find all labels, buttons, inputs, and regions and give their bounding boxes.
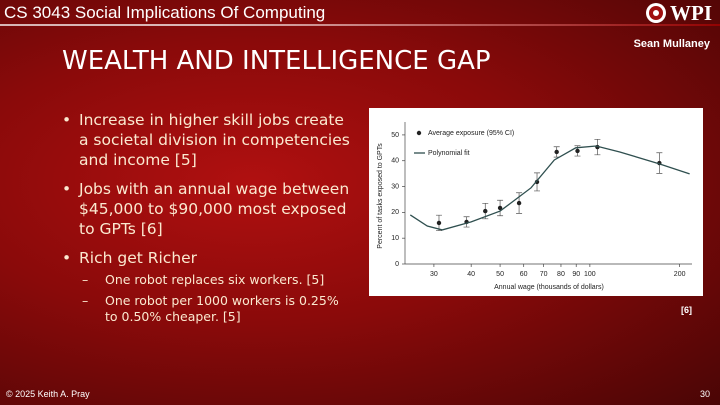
course-title: CS 3043 Social Implications Of Computing — [4, 3, 326, 22]
x-tick-label: 100 — [584, 271, 596, 278]
x-tick-label: 90 — [572, 271, 580, 278]
legend-swatch — [416, 130, 422, 136]
data-point — [516, 200, 522, 206]
copyright: © 2025 Keith A. Pray — [6, 389, 90, 399]
data-point — [497, 205, 503, 211]
bullet-list: Increase in higher skill jobs create a s… — [62, 110, 352, 334]
y-tick-label: 50 — [391, 132, 399, 139]
logo-text: WPI — [670, 0, 712, 25]
legend-label: Average exposure (95% CI) — [428, 130, 514, 137]
data-point — [483, 208, 488, 214]
y-tick-label: 30 — [391, 183, 399, 190]
sub-bullet: One robot replaces six workers. [5] — [79, 272, 352, 288]
bullet-text: Increase in higher skill jobs create a s… — [79, 111, 350, 169]
x-tick-label: 30 — [430, 271, 438, 278]
page-number: 30 — [699, 389, 710, 399]
bullet: Jobs with an annual wage between $45,000… — [62, 179, 352, 239]
chart: Annual wage (thousands of dollars) Perce… — [369, 108, 703, 296]
x-tick-label: 50 — [496, 271, 504, 278]
x-tick-label: 70 — [540, 271, 548, 278]
data-point — [554, 149, 559, 155]
bullet-text: Rich get Richer — [79, 249, 198, 267]
bullet-text: Jobs with an annual wage between $45,000… — [79, 180, 350, 238]
slide-title: WEALTH AND INTELLIGENCE GAP — [62, 46, 491, 76]
header-rule — [0, 24, 720, 26]
logo-seal — [646, 3, 666, 23]
bullet: Rich get Richer One robot replaces six wo… — [62, 248, 352, 325]
y-axis-label: Percent of tasks exposed to GPTs — [377, 143, 384, 249]
data-point — [436, 220, 442, 226]
figure-source: [6] — [681, 305, 692, 315]
legend-label: Polynomial fit — [428, 150, 470, 157]
x-tick-label: 40 — [467, 271, 475, 278]
fit-line — [409, 145, 690, 231]
y-tick-label: 10 — [391, 235, 399, 242]
y-tick-label: 20 — [391, 209, 399, 216]
chart-background — [369, 108, 703, 296]
sub-list: One robot replaces six workers. [5] One r… — [79, 272, 352, 325]
data-point — [575, 148, 580, 154]
sub-bullet: One robot per 1000 workers is 0.25% to 0… — [79, 293, 352, 325]
x-tick-label: 200 — [674, 271, 686, 278]
x-axis-label: Annual wage (thousands of dollars) — [494, 284, 604, 291]
x-tick-label: 80 — [557, 271, 565, 278]
author: Sean Mullaney — [633, 38, 710, 50]
y-tick-label: 0 — [395, 261, 399, 268]
y-tick-label: 40 — [391, 158, 399, 165]
bullet: Increase in higher skill jobs create a s… — [62, 110, 352, 170]
logo: WPI — [645, 0, 712, 25]
x-tick-label: 60 — [520, 271, 528, 278]
